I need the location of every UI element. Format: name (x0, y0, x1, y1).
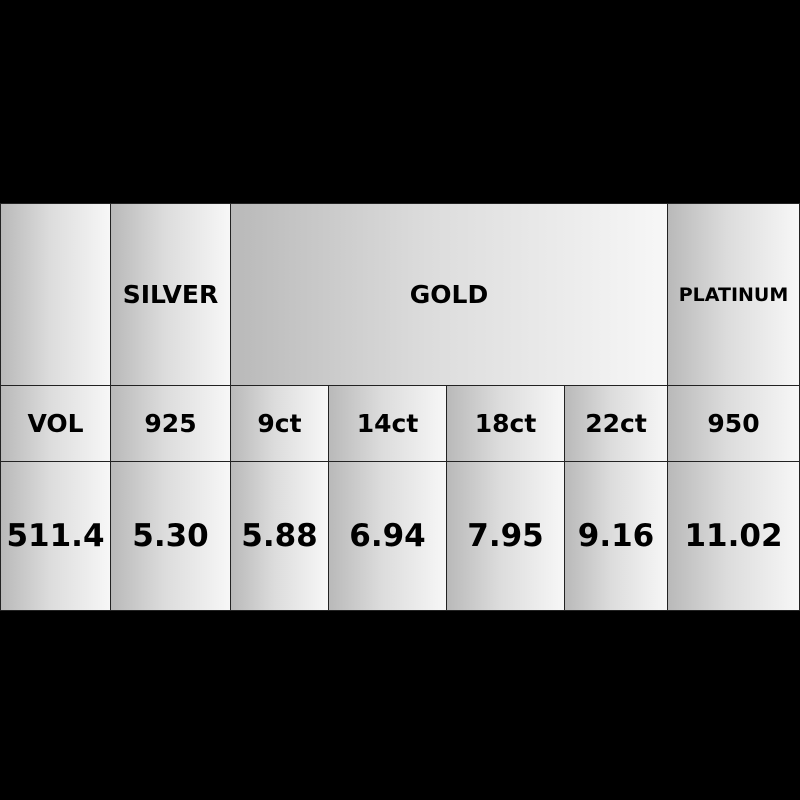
value-9ct: 5.88 (230, 461, 329, 611)
metal-price-table: SILVER GOLD PLATINUM VOL 925 9ct 14ct 18… (0, 203, 800, 611)
value-18ct: 7.95 (446, 461, 565, 611)
subheader-18ct: 18ct (446, 385, 565, 462)
value-950: 11.02 (667, 461, 800, 611)
value-925: 5.30 (110, 461, 231, 611)
value-22ct: 9.16 (564, 461, 668, 611)
subheader-vol: VOL (0, 385, 111, 462)
subheader-22ct: 22ct (564, 385, 668, 462)
group-header-platinum: PLATINUM (667, 203, 800, 386)
group-header-empty (0, 203, 111, 386)
group-header-gold: GOLD (230, 203, 668, 386)
group-header-silver: SILVER (110, 203, 231, 386)
value-14ct: 6.94 (328, 461, 447, 611)
subheader-9ct: 9ct (230, 385, 329, 462)
subheader-925: 925 (110, 385, 231, 462)
value-vol: 511.4 (0, 461, 111, 611)
subheader-14ct: 14ct (328, 385, 447, 462)
subheader-950: 950 (667, 385, 800, 462)
